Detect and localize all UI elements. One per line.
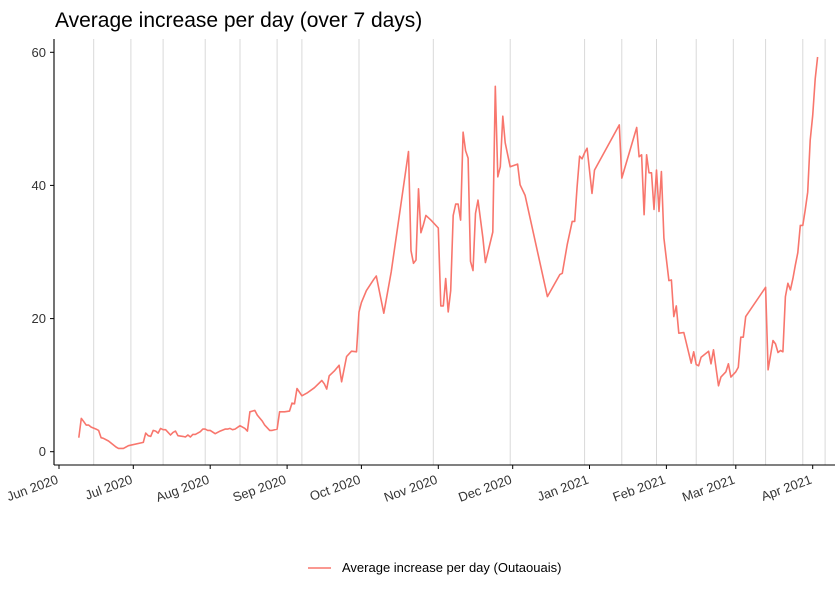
y-tick-label: 0 [39, 444, 46, 459]
grid-lines [93, 39, 826, 465]
axes [53, 39, 835, 466]
y-tick-label: 40 [32, 178, 46, 193]
series-layer [78, 56, 819, 450]
y-ticks: 0 20 40 60 [32, 45, 54, 459]
x-tick-label: Dec 2020 [456, 472, 513, 505]
y-tick-label: 20 [32, 311, 46, 326]
legend-label: Average increase per day (Outaouais) [342, 560, 561, 575]
x-tick-label: Aug 2020 [154, 472, 211, 505]
y-tick-label: 60 [32, 45, 46, 60]
legend: Average increase per day (Outaouais) [308, 560, 561, 575]
x-tick-label: Jan 2021 [535, 472, 590, 504]
x-tick-label: Jul 2020 [83, 472, 134, 503]
x-tick-label: Feb 2021 [611, 472, 668, 505]
series-line [78, 56, 819, 450]
x-tick-label: Mar 2021 [680, 472, 737, 505]
x-tick-label: Nov 2020 [382, 472, 439, 505]
x-tick-label: Jun 2020 [5, 472, 60, 504]
x-ticks: Jun 2020 Jul 2020 Aug 2020 Sep 2020 Oct 2020… [5, 465, 814, 505]
chart-title: Average increase per day (over 7 days) [55, 9, 422, 32]
x-tick-label: Sep 2020 [231, 472, 288, 505]
x-tick-label: Oct 2020 [308, 472, 363, 504]
x-tick-label: Apr 2021 [759, 472, 814, 504]
